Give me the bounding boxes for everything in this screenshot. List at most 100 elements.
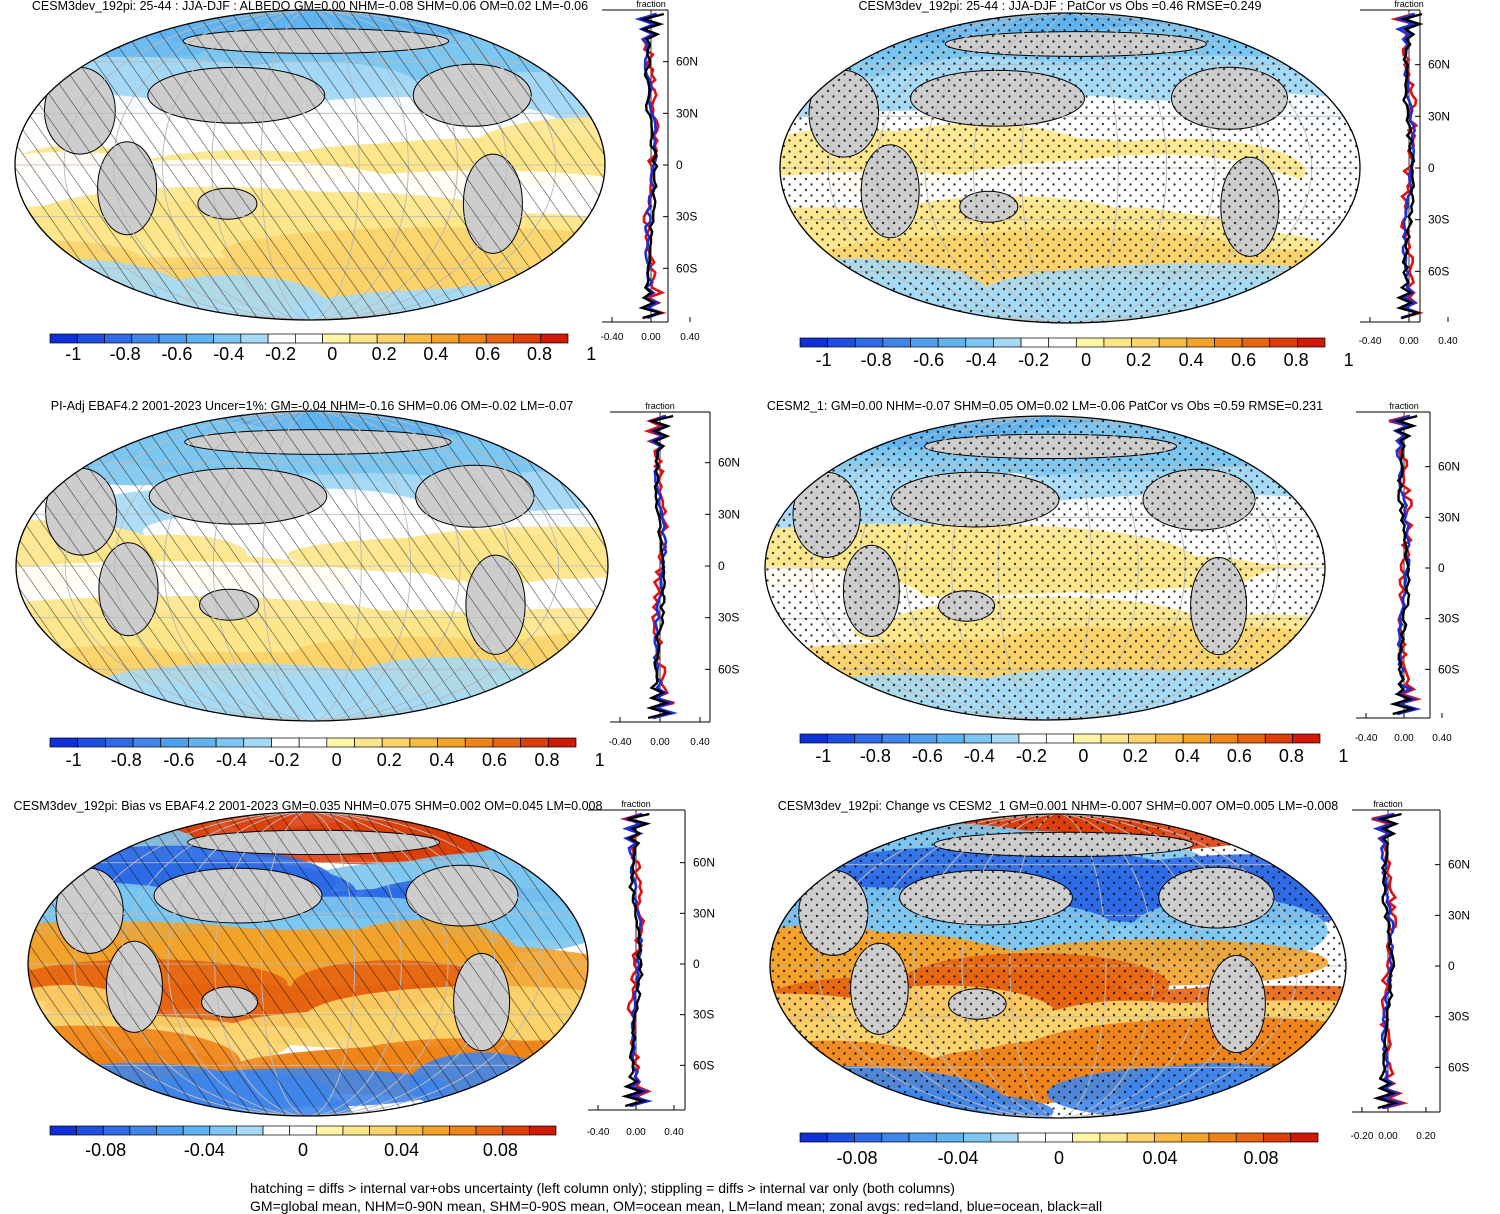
zonal-line-all: [638, 12, 665, 320]
colorbar-cell: [240, 333, 269, 344]
colorbar-cell: [854, 337, 884, 348]
zonal-axis-title: fraction: [1389, 401, 1419, 411]
colorbar-cell: [881, 1132, 910, 1143]
colorbar-cell: [909, 733, 938, 744]
colorbar-tick-label: -1: [66, 750, 82, 770]
zonal-x-tick-label: -0.40: [1359, 336, 1382, 347]
colorbar-tick-label: 0.6: [1227, 746, 1252, 766]
colorbar-cell: [422, 1125, 450, 1136]
zonal-x-tick-label: 0.00: [1399, 336, 1419, 347]
colorbar-cell: [105, 737, 134, 748]
zonal-mean-plot: fraction -0.40 0.00 0.40 60N 30N 0 30S 60S: [601, 0, 701, 343]
zonal-axis-title: fraction: [1373, 799, 1403, 809]
panel-3: PI-Adj EBAF4.2 2001-2023 Uncer=1%: GM=-0…: [15, 399, 740, 770]
lat-tick-label: 30S: [1428, 213, 1449, 227]
colorbar-tick-label: 0: [1081, 350, 1091, 370]
colorbar-cell: [1155, 733, 1184, 744]
colorbar-tick-label: 0.2: [1126, 350, 1151, 370]
colorbar-tick-label: 1: [1338, 746, 1348, 766]
map-border: [27, 811, 589, 1117]
colorbar-cell: [1210, 733, 1239, 744]
lat-tick-label: 60S: [718, 662, 739, 676]
colorbar-cell: [1017, 1132, 1046, 1143]
hatch-overlay: [15, 10, 605, 320]
colorbar-tick-label: -0.2: [265, 344, 296, 364]
zonal-x-tick-label: 0.00: [641, 332, 661, 343]
lat-tick-label: 0: [718, 559, 725, 573]
lat-tick-label: 30S: [693, 1008, 714, 1022]
colorbar-cell: [1100, 733, 1129, 744]
lat-tick-label: 60N: [1448, 858, 1470, 872]
lat-tick-label: 30N: [1448, 908, 1470, 922]
colorbar-cell: [799, 733, 828, 744]
map-area: [780, 13, 1360, 323]
colorbar-cell: [882, 337, 911, 348]
colorbar-tick-label: 0.04: [1142, 1148, 1177, 1168]
map-border: [779, 12, 1361, 324]
colorbar-cell: [185, 333, 214, 344]
colorbar-cell: [1048, 337, 1077, 348]
colorbar-cell: [354, 737, 383, 748]
zonal-x-tick-label: 0.00: [1394, 733, 1414, 744]
colorbar-cell: [485, 333, 514, 344]
lat-tick-label: 30S: [1448, 1010, 1469, 1024]
colorbar-cell: [799, 1132, 828, 1143]
zonal-x-tick-label: 0.00: [650, 737, 670, 748]
colorbar-cell: [1264, 733, 1293, 744]
colorbar-tick-label: 0: [298, 1140, 308, 1160]
zonal-x-tick-label: -0.40: [609, 737, 632, 748]
colorbar-cell: [295, 333, 323, 344]
lat-tick-label: 60N: [693, 856, 715, 870]
lat-tick-label: 0: [676, 158, 683, 172]
colorbar-tick-label: 0.2: [372, 344, 397, 364]
zonal-line-all: [1372, 812, 1402, 1110]
caption-means: GM=global mean, NHM=0-90N mean, SHM=0-90…: [250, 1198, 1103, 1214]
lat-tick-label: 0: [1428, 161, 1435, 175]
colorbar-cell: [1154, 1132, 1183, 1143]
colorbar-cell: [158, 333, 187, 344]
colorbar-cell: [49, 1125, 77, 1136]
lat-tick-label: 0: [1448, 959, 1455, 973]
panel-4: CESM2_1: GM=0.00 NHM=-0.07 SHM=0.05 OM=0…: [764, 399, 1460, 766]
zonal-line-ocean: [634, 12, 664, 320]
colorbar-cell: [395, 1125, 424, 1136]
colorbar-cell: [131, 333, 160, 344]
colorbar-tick-label: -0.8: [111, 750, 142, 770]
colorbar-cell: [1214, 337, 1243, 348]
colorbar-cell: [243, 737, 272, 748]
caption-hatching: hatching = diffs > internal var+obs unce…: [250, 1180, 955, 1196]
stipple-overlay: [765, 416, 1325, 720]
lat-tick-label: 60S: [676, 261, 697, 275]
colorbar-tick-label: 1: [595, 750, 605, 770]
colorbar-cell: [1045, 1132, 1073, 1143]
colorbar-cell: [182, 1125, 211, 1136]
map-area: [15, 10, 605, 320]
colorbar-cell: [1075, 337, 1105, 348]
colorbar-cell: [376, 333, 405, 344]
colorbar-cell: [209, 1125, 237, 1136]
colorbar-tick-label: 0.8: [1284, 350, 1309, 370]
colorbar-tick-label: 0.04: [384, 1140, 419, 1160]
panel-title: CESM3dev_192pi: 25-44 : JJA-DJF : ALBEDO…: [32, 0, 588, 13]
colorbar-cell: [990, 1132, 1019, 1143]
colorbar-tick-label: -0.8: [110, 344, 141, 364]
colorbar-cell: [160, 737, 189, 748]
zonal-x-tick-label: 0.40: [664, 1127, 684, 1138]
colorbar-cell: [437, 737, 466, 748]
colorbar-tick-label: -0.2: [269, 750, 300, 770]
colorbar-tick-label: 0.6: [475, 344, 500, 364]
colorbar-tick-label: 0.2: [1123, 746, 1148, 766]
colorbar-cell: [1182, 733, 1211, 744]
colorbar-cell: [827, 337, 856, 348]
colorbar-cell: [102, 1125, 131, 1136]
zonal-axis-title: fraction: [621, 799, 651, 809]
colorbar-cell: [1158, 337, 1188, 348]
colorbar-cell: [881, 733, 910, 744]
colorbar-tick-label: 0.4: [429, 750, 454, 770]
lat-tick-label: 30S: [1438, 612, 1459, 626]
colorbar-cell: [1099, 1132, 1128, 1143]
colorbar-cell: [1297, 337, 1326, 348]
colorbar-cell: [76, 1125, 104, 1136]
panel-6: CESM3dev_192pi: Change vs CESM2_1 GM=0.0…: [769, 799, 1470, 1168]
